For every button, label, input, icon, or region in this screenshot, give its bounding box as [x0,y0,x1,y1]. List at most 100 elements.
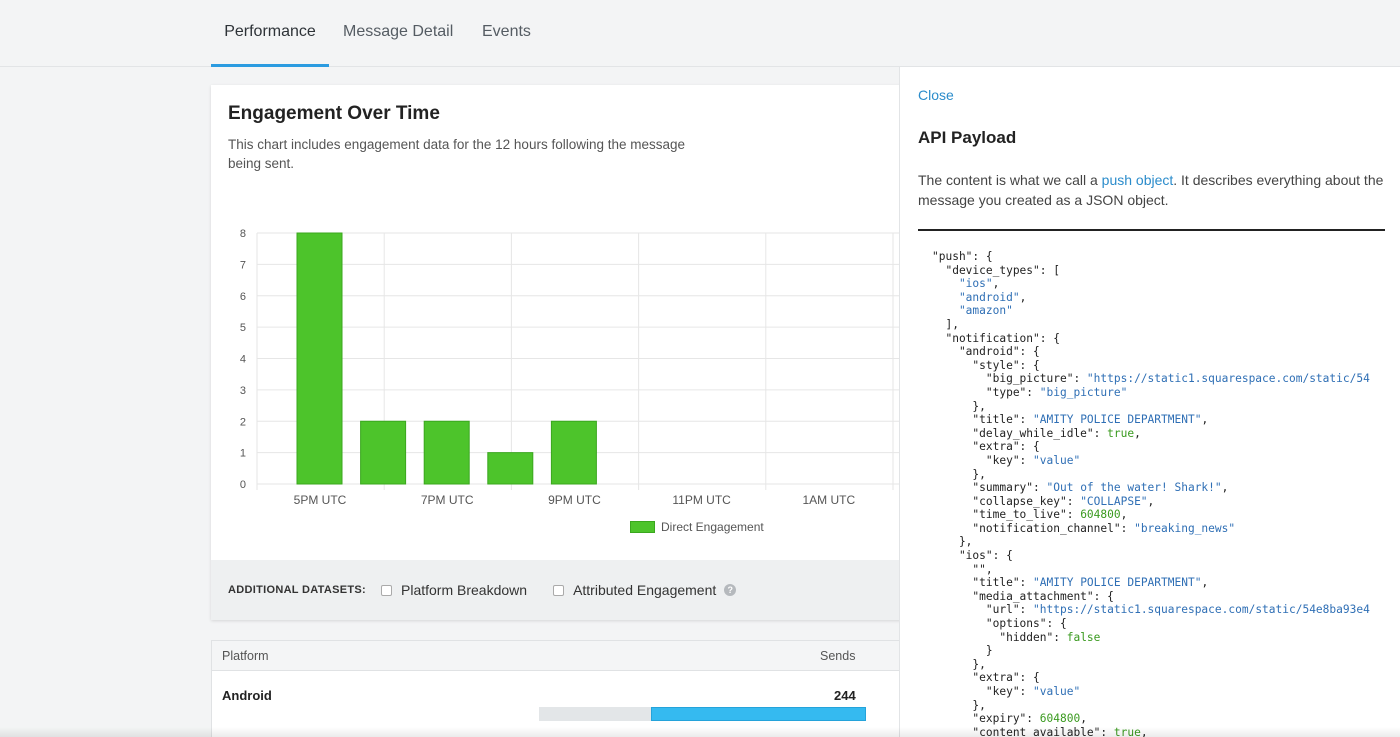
json-token: "push": { [932,250,993,263]
help-icon[interactable]: ? [724,584,737,596]
json-token: "key": [932,453,1034,467]
top-tab-bar: Performance Message Detail Events [0,0,1400,67]
json-token: "", [932,562,993,576]
table-row: Android 244 [212,671,910,723]
chart-legend[interactable]: Direct Engagement [630,520,764,534]
bar [296,232,343,485]
bottom-shadow [0,727,1400,737]
json-token: , [1201,576,1209,590]
json-token: "value" [1033,685,1081,698]
json-token: "ios": { [932,549,1013,563]
json-token: "Out of the water! Shark!" [1046,481,1222,495]
json-token: "options": { [932,617,1067,631]
json-token: "type": [932,385,1040,399]
json-token: , [1221,481,1229,495]
json-token: , [1147,494,1155,508]
json-token: , [1134,426,1141,440]
bar [550,420,597,485]
tab-events[interactable]: Events [482,23,531,40]
platform-header[interactable]: Platform [222,649,269,663]
y-tick-label: 7 [240,259,246,271]
y-tick-label: 1 [240,448,246,460]
tab-performance[interactable]: Performance [211,0,329,67]
engagement-chart: 0 1 2 3 4 5 6 7 8 5PM UTC 7PM UTC 9PM UTC 11PM UTC 1A… [240,228,911,507]
platform-sends-table: Platform Sends Android 244 [211,640,911,737]
json-token: "value" [1033,453,1081,467]
json-token: "AMITY POLICE DEPARTMENT" [1033,413,1202,427]
checkbox-label: Platform Breakdown [401,582,528,598]
json-token: } [932,644,993,658]
json-token: "hidden": [932,630,1067,644]
checkbox-box[interactable] [553,584,565,596]
y-tick-label: 2 [240,416,246,428]
panel-title: API Payload [918,128,1017,147]
json-token: "notification": { [932,331,1060,345]
x-tick-label: 9PM UTC [548,493,601,507]
json-token: false [1066,630,1101,644]
desc-text: The content is what we call a [918,172,1102,188]
sends-bar-fill [651,707,866,721]
json-token: "big_picture": [932,372,1087,386]
legend-label: Direct Engagement [661,520,764,534]
checkbox-box[interactable] [381,584,392,596]
x-tick-label: 1AM UTC [802,493,855,507]
json-token: "ios" [932,277,993,291]
json-token: true [1114,726,1141,737]
sends-header[interactable]: Sends [820,649,856,663]
sends-cell: 244 [834,688,856,703]
json-token: ], [932,317,959,331]
bar [487,452,534,485]
json-token: }, [932,698,986,712]
card-description: This chart includes engagement data for … [228,137,686,171]
json-token: }, [932,535,973,549]
json-token: "breaking_news" [1134,521,1236,535]
json-token: "url": [932,603,1034,617]
json-token: "content_available": [932,726,1114,737]
json-token: "time_to_live": [932,508,1081,522]
api-payload-panel: Close API Payload The content is what we… [899,67,1400,737]
json-token: "collapse_key": [932,494,1081,508]
legend-swatch [630,521,655,533]
json-token: "title": [932,576,1034,590]
json-token: , [1019,290,1027,304]
tab-message-detail[interactable]: Message Detail [343,23,454,40]
json-token: }, [932,467,986,481]
json-token: "AMITY POLICE DEPARTMENT" [1033,576,1202,590]
attributed-engagement-checkbox[interactable]: Attributed Engagement ? [553,582,737,598]
close-link[interactable]: Close [918,87,954,103]
json-token: , [992,277,1000,291]
platform-breakdown-checkbox[interactable]: Platform Breakdown [381,582,527,598]
json-token: "android" [932,290,1020,304]
json-token: , [1141,726,1148,737]
y-tick-label: 4 [240,354,246,366]
x-tick-label: 7PM UTC [421,493,474,507]
json-token: "key": [932,685,1034,698]
datasets-label: ADDITIONAL DATASETS: [228,584,366,596]
json-token: "expiry": [932,712,1040,726]
json-token: "style": { [932,358,1040,372]
json-token: 604800 [1080,508,1121,522]
y-tick-label: 0 [240,479,246,491]
json-token: }, [932,399,986,413]
y-tick-label: 6 [240,291,246,303]
json-token: "summary": [932,481,1047,495]
json-token: "https://static1.squarespace.com/static/… [1086,372,1370,386]
json-token: "extra": { [932,440,1040,454]
push-object-link[interactable]: push object [1101,172,1174,188]
platform-cell: Android [222,688,272,703]
bar [360,420,407,485]
y-tick-label: 3 [240,385,246,397]
json-token: "https://static1.squarespace.com/static/… [1033,603,1370,617]
y-tick-label: 8 [240,228,246,240]
json-token: , [1120,508,1128,522]
json-token: "amazon" [932,304,1013,318]
panel-description: The content is what we call a push objec… [918,170,1388,210]
additional-datasets-bar: ADDITIONAL DATASETS: Platform Breakdown … [211,560,911,620]
table-header: Platform Sends [212,641,910,671]
bar [423,420,470,485]
json-token: "media_attachment": { [932,589,1114,603]
checkbox-label: Attributed Engagement [573,582,717,598]
json-token: "notification_channel": [932,521,1135,535]
json-token: }, [932,657,986,671]
x-tick-label: 5PM UTC [294,493,347,507]
